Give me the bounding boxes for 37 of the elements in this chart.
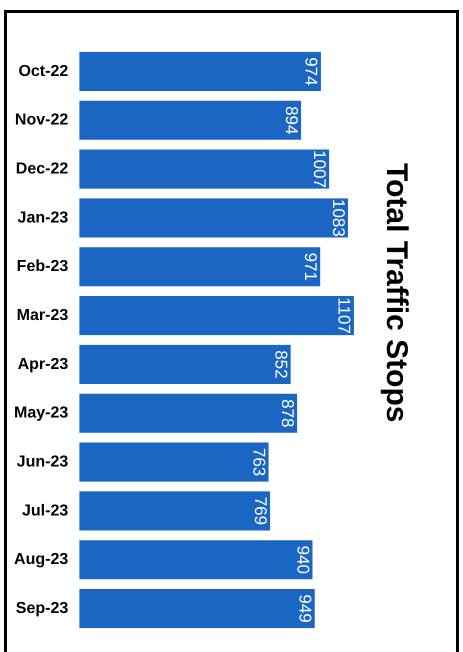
data-label: 949 [296,594,315,623]
bar [79,589,315,628]
bar [79,296,354,336]
text: Total Traffic Stops [379,163,413,422]
data-label: 763 [249,448,268,476]
y-tick-label: Aug-23 [14,551,68,568]
y-tick-label: Mar-23 [16,306,68,324]
bar [79,491,270,530]
y-tick-label: Oct-22 [18,62,68,80]
data-label: 769 [250,496,270,526]
data-label: 940 [293,546,312,574]
bar [79,198,348,238]
bar [79,100,302,140]
y-tick-label: Feb-23 [16,258,68,276]
y-tick-label: May-23 [14,404,68,422]
data-label: 971 [300,252,320,281]
data-label: 894 [282,106,301,134]
data-label: 878 [278,399,297,428]
bar [79,540,312,580]
data-label: 1007 [310,150,329,188]
bar [79,344,291,384]
bar [79,150,330,189]
y-tick-label: Apr-23 [18,356,68,373]
data-label: 1083 [328,199,348,237]
y-tick-label: Sep-23 [16,600,68,617]
data-label: 1107 [334,297,354,334]
bar [79,442,269,482]
bar [79,394,298,433]
data-label: 852 [271,350,290,379]
y-tick-label: Jul-23 [22,502,68,520]
bar [79,52,321,91]
y-tick-label: Nov-22 [14,112,68,129]
y-tick-label: Jan-23 [18,209,68,226]
data-label: 974 [302,57,321,86]
y-tick-label: Jun-23 [16,453,68,470]
y-tick-label: Dec-22 [16,160,68,178]
bar [79,247,320,286]
